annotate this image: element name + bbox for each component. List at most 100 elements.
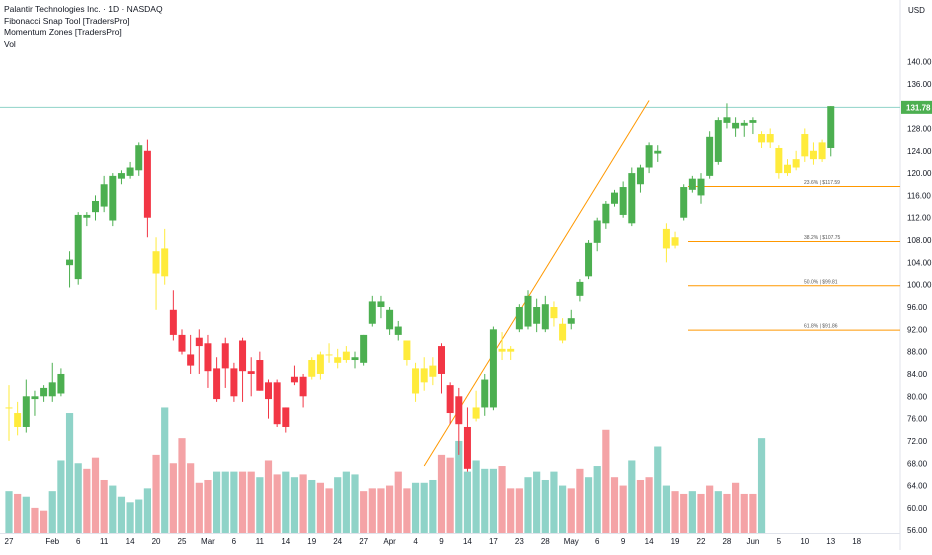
candle-body[interactable] bbox=[74, 214, 82, 280]
candle-body[interactable] bbox=[818, 142, 826, 160]
candle-body[interactable] bbox=[429, 365, 437, 377]
candle-body[interactable] bbox=[360, 334, 368, 363]
candle-body[interactable] bbox=[117, 173, 125, 179]
candle-body[interactable] bbox=[135, 145, 143, 171]
candle-body[interactable] bbox=[187, 354, 195, 366]
candle-body[interactable] bbox=[31, 396, 39, 400]
candle-body[interactable] bbox=[143, 150, 151, 218]
candle-body[interactable] bbox=[265, 382, 272, 400]
candle-body[interactable] bbox=[645, 145, 653, 168]
candle-body[interactable] bbox=[204, 343, 212, 372]
candle-body[interactable] bbox=[446, 385, 454, 414]
candle-body[interactable] bbox=[282, 407, 290, 427]
candle-body[interactable] bbox=[92, 200, 99, 213]
indicator-momentum-zones[interactable]: Momentum Zones [TradersPro] bbox=[4, 27, 122, 37]
indicator-volume[interactable]: Vol bbox=[4, 38, 16, 49]
candle-body[interactable] bbox=[351, 357, 359, 361]
candle-body[interactable] bbox=[14, 413, 22, 427]
candle-body[interactable] bbox=[48, 382, 56, 397]
candle-body[interactable] bbox=[533, 307, 541, 324]
candle-body[interactable] bbox=[541, 304, 549, 330]
candle-body[interactable] bbox=[732, 122, 740, 129]
candle-body[interactable] bbox=[40, 387, 48, 397]
indicator-fib-snap[interactable]: Fibonacci Snap Tool [TradersPro] bbox=[4, 15, 130, 26]
candle-body[interactable] bbox=[758, 134, 766, 143]
candle-body[interactable] bbox=[749, 120, 757, 123]
candle-body[interactable] bbox=[775, 147, 783, 174]
candle-body[interactable] bbox=[688, 178, 696, 190]
candle-body[interactable] bbox=[507, 348, 515, 352]
candle-body[interactable] bbox=[221, 343, 229, 369]
candle-body[interactable] bbox=[567, 318, 575, 324]
candle-body[interactable] bbox=[481, 379, 489, 408]
candle-body[interactable] bbox=[697, 178, 705, 196]
candle-body[interactable] bbox=[628, 173, 636, 224]
candle-body[interactable] bbox=[256, 360, 264, 391]
candle-body[interactable] bbox=[169, 309, 177, 335]
candle-body[interactable] bbox=[498, 348, 506, 352]
candle-body[interactable] bbox=[57, 373, 65, 394]
candle-body[interactable] bbox=[472, 407, 480, 419]
candle-body[interactable] bbox=[619, 187, 627, 215]
candle-body[interactable] bbox=[239, 340, 247, 372]
candle-body[interactable] bbox=[489, 329, 497, 408]
candle-body[interactable] bbox=[368, 301, 376, 324]
candle-body[interactable] bbox=[740, 122, 748, 126]
candle-body[interactable] bbox=[662, 228, 670, 249]
candle-body[interactable] bbox=[299, 376, 307, 397]
candle-body[interactable] bbox=[290, 376, 298, 383]
candle-body[interactable] bbox=[680, 187, 688, 218]
candle-body[interactable] bbox=[766, 134, 774, 143]
candle-body[interactable] bbox=[377, 301, 385, 308]
candle-body[interactable] bbox=[515, 307, 523, 330]
candle-body[interactable] bbox=[100, 184, 108, 207]
candle-body[interactable] bbox=[334, 357, 342, 363]
candle-body[interactable] bbox=[342, 351, 350, 361]
candle-body[interactable] bbox=[792, 159, 800, 168]
candle-body[interactable] bbox=[706, 136, 714, 176]
candle-body[interactable] bbox=[195, 337, 203, 347]
candle-body[interactable] bbox=[325, 354, 333, 356]
candle-body[interactable] bbox=[723, 117, 731, 123]
candle-body[interactable] bbox=[386, 309, 394, 330]
candle-body[interactable] bbox=[83, 214, 91, 218]
candle-body[interactable] bbox=[654, 150, 662, 154]
candle-body[interactable] bbox=[550, 307, 558, 319]
candle-body[interactable] bbox=[420, 368, 428, 383]
candle-body[interactable] bbox=[611, 192, 618, 204]
candle-body[interactable] bbox=[152, 251, 160, 274]
candle-body[interactable] bbox=[126, 167, 134, 176]
candle-body[interactable] bbox=[602, 203, 610, 224]
candle-body[interactable] bbox=[559, 323, 567, 341]
candle-body[interactable] bbox=[636, 167, 644, 185]
candle-body[interactable] bbox=[66, 259, 74, 266]
candle-body[interactable] bbox=[308, 360, 316, 377]
candle-body[interactable] bbox=[463, 426, 471, 469]
candle-body[interactable] bbox=[671, 237, 679, 246]
candle-body[interactable] bbox=[247, 371, 255, 374]
candle-body[interactable] bbox=[178, 334, 186, 352]
candle-body[interactable] bbox=[801, 134, 809, 157]
candle-body[interactable] bbox=[714, 120, 722, 162]
candle-body[interactable] bbox=[273, 382, 281, 425]
candle-body[interactable] bbox=[109, 175, 117, 221]
candle-body[interactable] bbox=[524, 295, 532, 327]
candle-body[interactable] bbox=[213, 368, 221, 400]
candle-body[interactable] bbox=[394, 326, 402, 335]
candle-body[interactable] bbox=[576, 281, 584, 296]
candle-body[interactable] bbox=[593, 220, 601, 243]
candle-body[interactable] bbox=[438, 346, 445, 374]
candle-body[interactable] bbox=[809, 150, 817, 160]
candle-body[interactable] bbox=[5, 407, 13, 409]
candle-body[interactable] bbox=[784, 164, 791, 174]
candle-body[interactable] bbox=[827, 106, 835, 148]
candle-body[interactable] bbox=[455, 396, 463, 425]
candle-body[interactable] bbox=[403, 340, 411, 361]
candle-body[interactable] bbox=[161, 248, 169, 277]
candle-body[interactable] bbox=[22, 396, 30, 427]
candle-body[interactable] bbox=[412, 368, 420, 394]
candle-body[interactable] bbox=[585, 242, 593, 277]
candle-body[interactable] bbox=[316, 354, 324, 374]
